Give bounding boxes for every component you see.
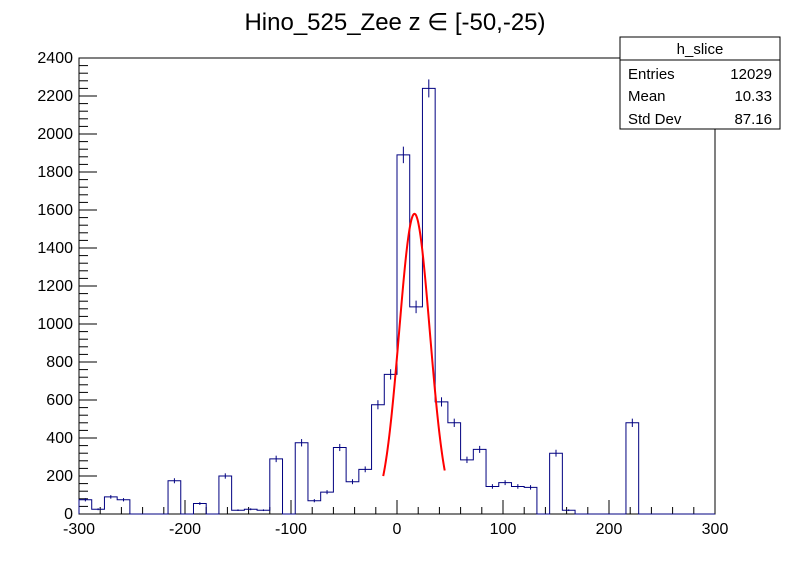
histogram-outline xyxy=(78,87,715,515)
stats-stddev-value: 87.16 xyxy=(734,111,772,128)
stats-entries-value: 12029 xyxy=(730,66,772,83)
histogram-series xyxy=(78,79,715,515)
y-tick-label: 2400 xyxy=(37,50,73,67)
y-tick-label: 1600 xyxy=(37,202,73,219)
x-axis: -300 -200 -100 0 100 200 300 xyxy=(63,500,728,538)
x-tick-label: 0 xyxy=(393,521,402,538)
y-tick-label: 1000 xyxy=(37,316,73,333)
stats-box: h_slice Entries 12029 Mean 10.33 Std Dev… xyxy=(619,36,781,130)
y-tick-label: 2000 xyxy=(37,126,73,143)
y-tick-label: 800 xyxy=(46,354,73,371)
stats-mean-label: Mean xyxy=(628,88,666,105)
x-tick-label: 300 xyxy=(702,521,729,538)
x-tick-label: 200 xyxy=(596,521,623,538)
gaussian-fit xyxy=(382,212,446,477)
y-tick-label: 2200 xyxy=(37,88,73,105)
x-tick-label: -100 xyxy=(275,521,307,538)
x-tick-label: -200 xyxy=(169,521,201,538)
y-tick-label: 1800 xyxy=(37,164,73,181)
y-tick-label: 600 xyxy=(46,392,73,409)
stats-stddev-label: Std Dev xyxy=(628,111,682,128)
y-tick-label: 0 xyxy=(64,506,73,523)
stats-entries-label: Entries xyxy=(628,66,675,83)
y-tick-label: 400 xyxy=(46,430,73,447)
fit-curve xyxy=(382,212,446,477)
stats-box-title: h_slice xyxy=(677,41,724,58)
y-tick-label: 1200 xyxy=(37,278,73,295)
y-tick-label: 200 xyxy=(46,468,73,485)
y-axis: 0 200 400 600 800 1000 1200 1400 1600 1800 2000 220… xyxy=(37,50,97,523)
stats-mean-value: 10.33 xyxy=(734,88,772,105)
stats-box-frame xyxy=(619,36,781,130)
y-tick-label: 1400 xyxy=(37,240,73,257)
x-tick-label: -300 xyxy=(63,521,95,538)
x-tick-label: 100 xyxy=(490,521,517,538)
chart-title: Hino_525_Zee z ∈ [-50,-25) xyxy=(244,9,545,36)
